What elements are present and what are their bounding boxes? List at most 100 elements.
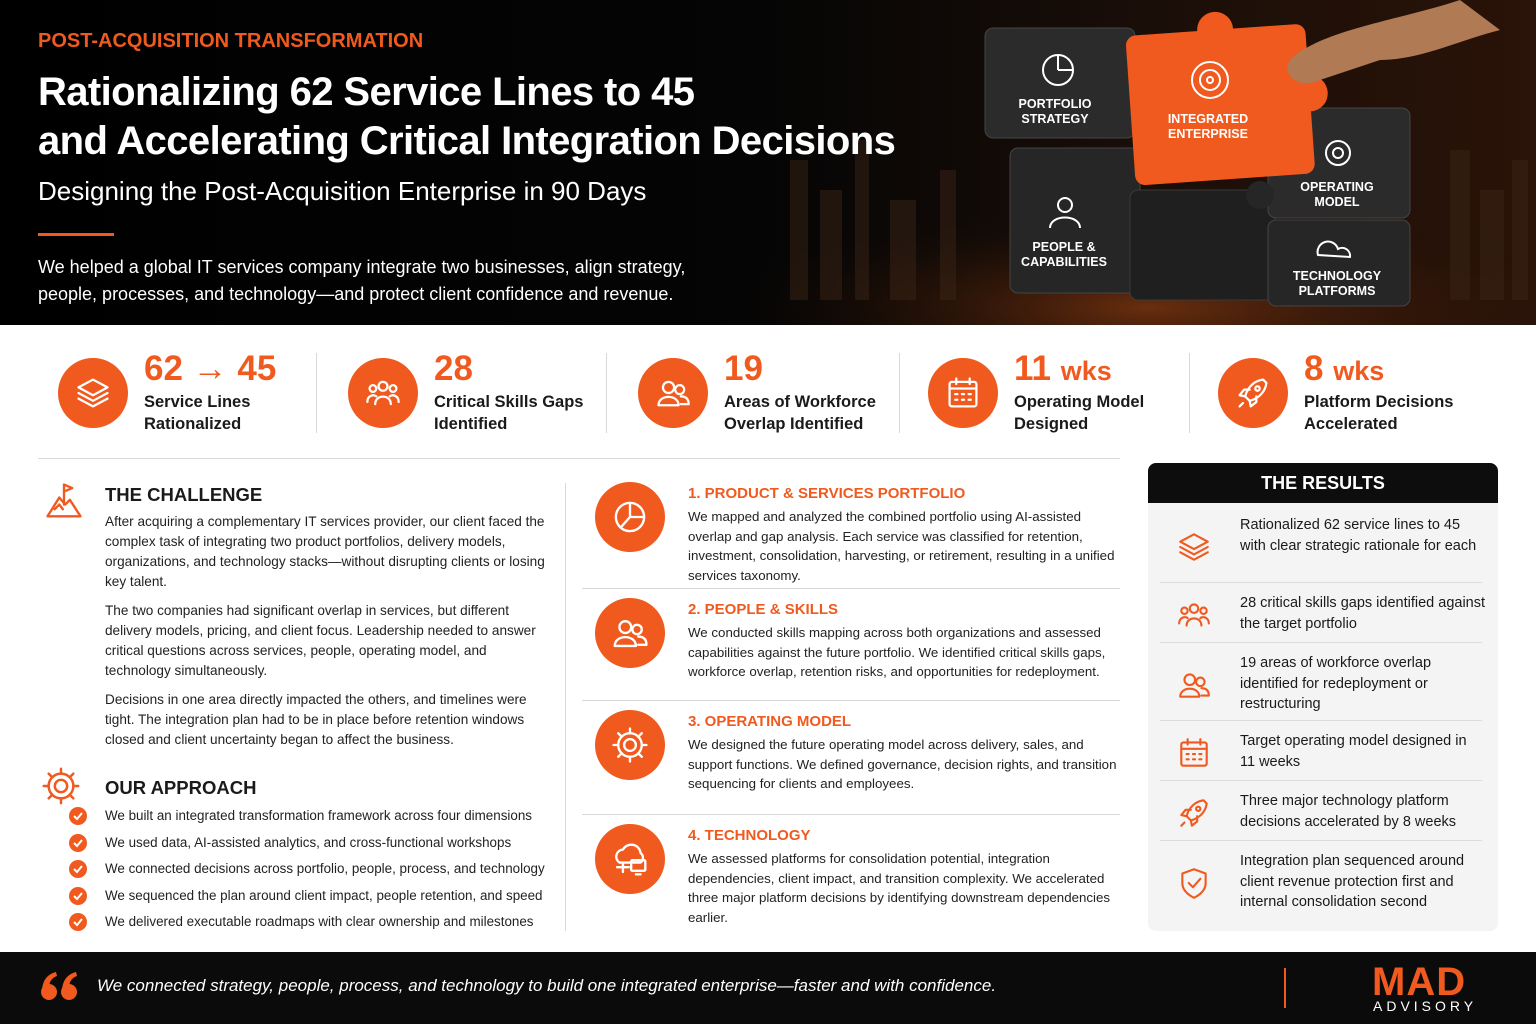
accent-rule <box>38 233 114 236</box>
result-separator <box>1160 840 1482 841</box>
icon <box>366 380 400 406</box>
icon-part <box>617 732 643 758</box>
icon-part <box>612 727 648 763</box>
icon <box>1179 673 1210 698</box>
icon-part <box>820 190 842 300</box>
result-item: 19 areas of workforce overlap identified… <box>1240 655 1432 712</box>
icon-part <box>1042 54 1352 259</box>
workstream-icon <box>595 824 665 894</box>
icon-part <box>1325 140 1351 166</box>
result-separator <box>1160 642 1482 643</box>
challenge-icon <box>44 481 84 526</box>
approach-item: We used data, AI-assisted analytics, and… <box>105 834 512 850</box>
icon-part <box>1185 617 1203 627</box>
brand: MAD <box>1372 960 1467 1004</box>
icon-part <box>948 377 978 390</box>
brand-sub: ADVISORY <box>1373 998 1478 1014</box>
icon-part <box>42 767 80 805</box>
icon-part <box>1316 240 1352 259</box>
puzzle-label-line: ENTERPRISE <box>1168 127 1248 141</box>
icon-part <box>1267 219 1411 307</box>
stat-label-line: Service Lines <box>144 393 251 411</box>
icon-part <box>622 737 638 753</box>
icon-part <box>630 859 647 872</box>
puzzle-label-line: CAPABILITIES <box>1021 255 1107 269</box>
stat-label: Service Lines Rationalized <box>144 391 250 435</box>
icon-part <box>1206 76 1214 84</box>
stat-separator <box>899 353 900 433</box>
icon-part <box>1246 181 1274 209</box>
icon-part <box>366 394 378 404</box>
icon <box>614 501 646 533</box>
icon-part <box>948 380 978 408</box>
stat-icon <box>638 358 708 428</box>
stat-label-line: Platform Decisions <box>1304 393 1454 411</box>
stat-label-line: Identified <box>434 415 508 433</box>
icon-part <box>1480 190 1504 300</box>
approach-item: We sequenced the plan around client impa… <box>105 887 543 903</box>
puzzle-label: INTEGRATED ENTERPRISE <box>1138 112 1278 142</box>
icon-part <box>790 140 1528 300</box>
puzzle-label-line: PORTFOLIO <box>1018 97 1092 111</box>
icon <box>657 380 690 407</box>
stat-label-line: Accelerated <box>1304 415 1398 433</box>
icon-part <box>674 384 686 396</box>
icon-part <box>661 380 676 395</box>
title-line: and Accelerating Critical Integration De… <box>38 119 896 163</box>
stat-number: 19 <box>724 349 763 388</box>
puzzle-label-line: MODEL <box>1314 195 1360 209</box>
stat-label: Platform Decisions Accelerated <box>1304 391 1453 435</box>
workstream-separator <box>582 700 1120 701</box>
icon-part <box>1180 738 1208 750</box>
stat-value: 11 wks <box>1014 349 1112 389</box>
puzzle-label: TECHNOLOGY PLATFORMS <box>1267 269 1407 299</box>
stat-label: Operating Model Designed <box>1014 391 1144 435</box>
icon-part <box>1199 606 1208 615</box>
icon <box>1180 738 1208 767</box>
icon-part <box>368 384 378 393</box>
stat-unit: wks <box>1060 356 1112 386</box>
puzzle-label-line: TECHNOLOGY <box>1292 269 1382 283</box>
check-icon <box>69 913 87 931</box>
column-separator <box>565 483 566 931</box>
icon-part <box>374 395 392 406</box>
icon-part <box>637 635 648 646</box>
stat-number: 8 <box>1304 349 1324 388</box>
puzzle-label-line: PEOPLE & <box>1032 240 1096 254</box>
icon <box>948 377 978 408</box>
puzzle-label-line: PLATFORMS <box>1298 284 1376 298</box>
icon-part <box>73 891 83 900</box>
check <box>73 891 83 900</box>
intro-line: people, processes, and technology—and pr… <box>38 284 674 304</box>
stat-label: Critical Skills Gaps Identified <box>434 391 583 435</box>
icon <box>42 767 80 805</box>
icon-part <box>1179 533 1209 551</box>
icon-part <box>1179 687 1201 698</box>
icon <box>1178 603 1210 627</box>
workstream-title: 3. OPERATING MODEL <box>688 713 852 730</box>
check-icon <box>69 886 87 905</box>
icon-part <box>615 861 642 876</box>
icon-part <box>855 140 869 300</box>
stat-number: 62 → 45 <box>144 349 277 388</box>
icon-part <box>377 380 389 392</box>
icon-part <box>679 395 690 406</box>
stat-icon <box>928 358 998 428</box>
workstream-separator <box>582 814 1120 815</box>
approach-icon <box>40 765 82 812</box>
result-separator <box>1160 780 1482 781</box>
icon-part <box>890 200 916 300</box>
approach-item: We delivered executable roadmaps with cl… <box>105 914 534 929</box>
result-icon <box>1176 597 1212 638</box>
stat-icon <box>348 358 418 428</box>
icon-part <box>1181 868 1207 899</box>
icon-part <box>1512 160 1528 300</box>
icon-part <box>1195 676 1206 688</box>
icon-part <box>41 972 77 1000</box>
icon-part <box>77 391 109 402</box>
icon-part <box>1179 551 1209 561</box>
icon-part <box>1199 69 1221 91</box>
puzzle-label-line: INTEGRATED <box>1167 112 1249 126</box>
icon-part <box>1287 0 1500 84</box>
icon-part <box>613 635 638 648</box>
